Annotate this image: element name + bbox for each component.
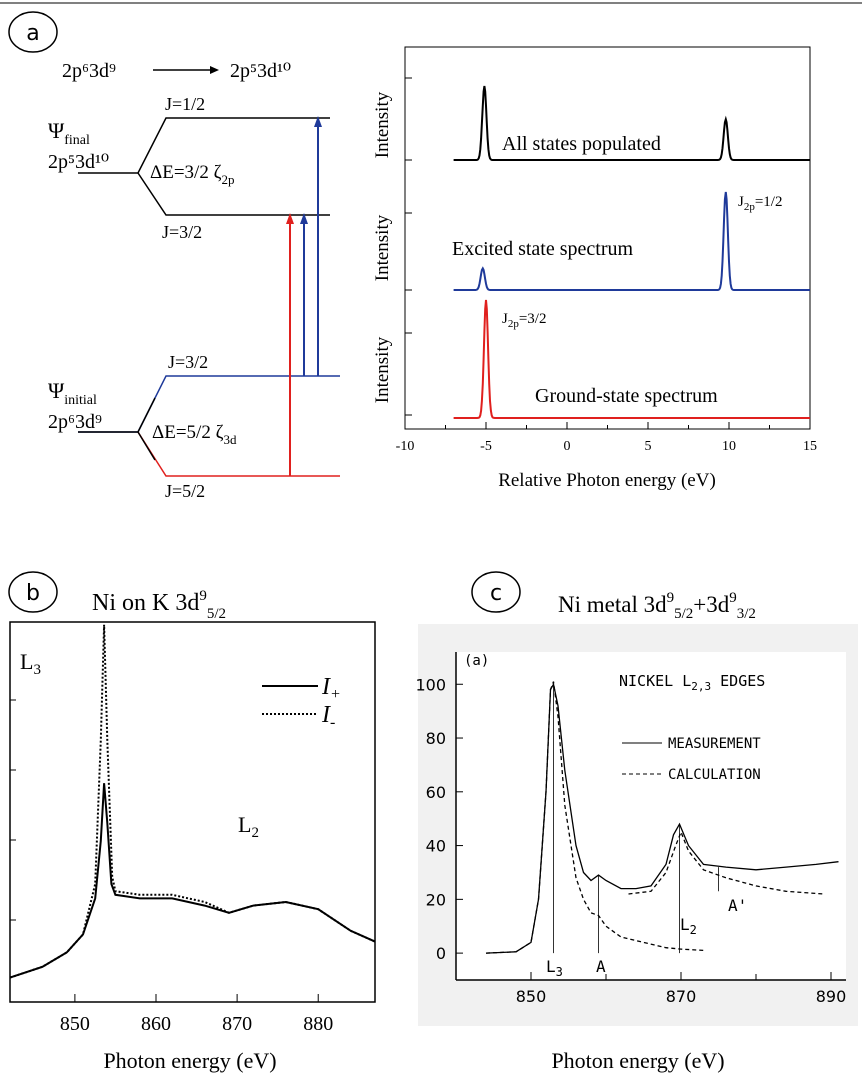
- psi-final: Ψfinal: [48, 118, 90, 148]
- panel-c-title: Ni metal 3d95/2+3d93/2: [558, 590, 756, 622]
- panel-c-ticks: [456, 683, 832, 980]
- x-tick-label: 860: [141, 1013, 171, 1035]
- spectrum-traces: [453, 85, 810, 419]
- panel-b-title: Ni on K 3d95/2: [92, 588, 226, 622]
- blue-arrow-head-1: [300, 213, 308, 224]
- initial-left-branch-lower: [137, 431, 156, 461]
- panel-c-traces: [485, 681, 839, 954]
- final-upper-level-label: J=1/2: [165, 94, 205, 114]
- legend-measurement: MEASUREMENT: [668, 736, 761, 752]
- transition-final: 2p⁵3d¹⁰: [230, 60, 291, 82]
- panel-a-label-circle: [8, 11, 58, 53]
- panel-c-heading: NICKEL L2,3 EDGES: [619, 672, 765, 693]
- panel-c-plot-area: [456, 652, 846, 980]
- panel-c-inset-title: (a): [464, 653, 489, 669]
- spectrum-x-tick-labels: -10 -5 0 5 10 15: [396, 439, 817, 454]
- panel-b-label-circle: [8, 571, 58, 613]
- panel-a: a 2p⁶3d⁹ 2p⁵3d¹⁰ Ψfinal 2p⁵3d¹⁰ J=1/2 J=…: [8, 11, 817, 501]
- y-tick-label: 100: [415, 675, 446, 694]
- panel-c-a-label: A: [596, 957, 606, 976]
- x-tick-label: 850: [516, 987, 547, 1006]
- final-upper-level-line: [78, 117, 330, 174]
- panel-b-ticks: [10, 699, 319, 1002]
- panel-a-label: a: [26, 21, 39, 46]
- x-tick-label: 870: [666, 987, 697, 1006]
- x-tick-label: -10: [396, 439, 415, 454]
- initial-config: 2p⁶3d⁹: [48, 411, 102, 433]
- spectrum-trace-top: [453, 85, 810, 161]
- panel-b-traces: [9, 624, 376, 979]
- trace-i-minus: [9, 624, 376, 979]
- panel-c-label: c: [490, 581, 502, 606]
- legend-calculation: CALCULATION: [668, 767, 761, 783]
- panel-b-l3-label: L3: [20, 649, 41, 678]
- panel-b-l2-label: L2: [238, 812, 259, 841]
- initial-lower-level-label: J=5/2: [165, 481, 205, 501]
- spectrum-trace-bottom: [453, 299, 810, 419]
- y-tick-label: 40: [426, 837, 446, 856]
- y-tick-label: 0: [436, 944, 446, 963]
- initial-delta-e: ΔE=5/2 ζ3d: [152, 422, 237, 447]
- x-tick-label: 880: [303, 1013, 333, 1035]
- panel-c-x-tick-labels: 850 870 890: [516, 987, 847, 1006]
- peak-label-j-three-half: J2p=3/2: [502, 311, 546, 330]
- spectrum-xlabel: Relative Photon energy (eV): [498, 470, 716, 491]
- red-arrow-head: [286, 213, 294, 224]
- panel-b-frame: [9, 621, 376, 1003]
- ylabel-top: Intensity: [372, 91, 393, 158]
- final-delta-e: ΔE=3/2 ζ2p: [150, 162, 234, 187]
- y-tick-label: 60: [426, 783, 446, 802]
- legend-i-plus: I+: [321, 674, 341, 703]
- panel-c-xlabel: Photon energy (eV): [551, 1048, 724, 1073]
- panel-b-xlabel: Photon energy (eV): [103, 1048, 276, 1073]
- panel-b: b Ni on K 3d95/2 850 860 870 880 Photon ene…: [8, 571, 376, 1073]
- x-tick-label: 850: [60, 1013, 90, 1035]
- spectrum-ticks: [404, 77, 811, 429]
- trace-calculation-l2: [628, 830, 824, 895]
- spectrum-trace-middle: [453, 191, 810, 291]
- x-tick-label: 10: [722, 439, 736, 454]
- x-tick-label: 870: [222, 1013, 252, 1035]
- y-tick-label: 80: [426, 729, 446, 748]
- trace-calculation: [485, 681, 704, 954]
- panel-c-a-prime-label: A': [728, 896, 747, 915]
- panel-c: c Ni metal 3d95/2+3d93/2 850 870 890 0 20 40…: [415, 571, 858, 1073]
- psi-initial: Ψinitial: [48, 378, 97, 408]
- transition-arrow-head: [210, 66, 219, 74]
- x-tick-label: 0: [564, 439, 571, 454]
- final-lower-level-line: [137, 172, 330, 216]
- annotation-ground-state: Ground-state spectrum: [535, 385, 718, 407]
- x-tick-label: 15: [803, 439, 817, 454]
- x-tick-label: 890: [816, 987, 847, 1006]
- annotation-all-states: All states populated: [502, 133, 661, 155]
- initial-upper-level-label: J=3/2: [168, 352, 208, 372]
- transition-initial: 2p⁶3d⁹: [62, 60, 116, 82]
- trace-i-plus: [9, 783, 376, 979]
- panel-b-label: b: [26, 581, 40, 606]
- blue-arrow-head-2: [314, 116, 322, 127]
- panel-c-label-circle: [471, 571, 521, 613]
- x-tick-label: 5: [645, 439, 652, 454]
- legend-i-minus: I-: [321, 702, 335, 731]
- y-tick-label: 20: [426, 890, 446, 909]
- peak-label-j-half: J2p=1/2: [738, 194, 782, 213]
- final-lower-level-label: J=3/2: [162, 222, 202, 242]
- annotation-excited-state: Excited state spectrum: [452, 238, 633, 260]
- ylabel-middle: Intensity: [372, 214, 393, 281]
- ylabel-bottom: Intensity: [372, 336, 393, 403]
- panel-c-y-tick-labels: 0 20 40 60 80 100: [415, 675, 446, 963]
- panel-c-feature-markers: [553, 684, 719, 954]
- final-config: 2p⁵3d¹⁰: [48, 151, 109, 173]
- x-tick-label: -5: [480, 439, 492, 454]
- panel-b-x-tick-labels: 850 860 870 880: [60, 1013, 333, 1035]
